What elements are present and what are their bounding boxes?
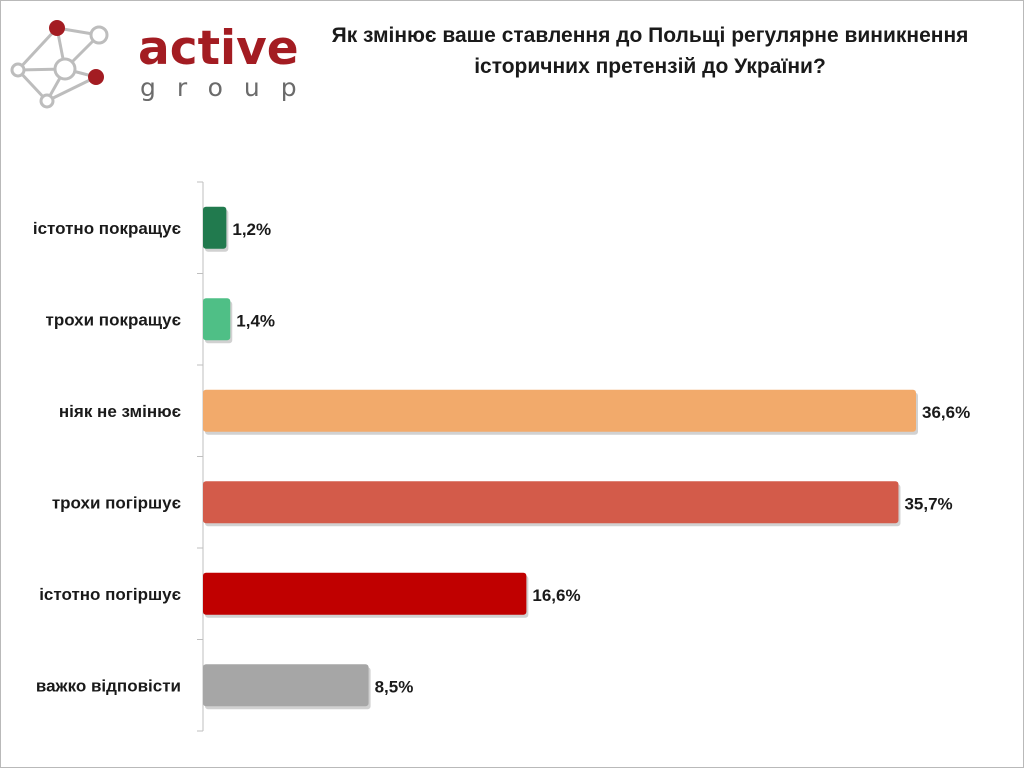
data-label: 8,5% xyxy=(375,677,414,696)
data-label: 1,4% xyxy=(236,311,275,330)
bar xyxy=(203,481,899,524)
data-label: 16,6% xyxy=(532,586,580,605)
bar xyxy=(203,664,369,707)
category-label: важко відповісти xyxy=(36,676,181,695)
logo-word-active: active xyxy=(138,21,299,76)
active-group-logo: active group xyxy=(10,14,310,114)
category-label: ніяк не змінює xyxy=(59,402,181,421)
category-label: істотно погіршує xyxy=(39,585,181,604)
data-label: 35,7% xyxy=(904,494,952,513)
bar xyxy=(203,389,916,432)
bar xyxy=(203,206,227,249)
bar xyxy=(203,572,527,615)
bar xyxy=(203,298,231,341)
chart-title: Як змінює ваше ставлення до Польщі регул… xyxy=(331,24,969,78)
data-label: 36,6% xyxy=(922,403,970,422)
data-label: 1,2% xyxy=(232,220,271,239)
logo-word-group: group xyxy=(140,73,318,102)
category-label: трохи погіршує xyxy=(52,493,181,512)
category-label: істотно покращує xyxy=(33,219,181,238)
network-logo-icon xyxy=(10,20,109,109)
category-label: трохи покращує xyxy=(46,310,182,329)
